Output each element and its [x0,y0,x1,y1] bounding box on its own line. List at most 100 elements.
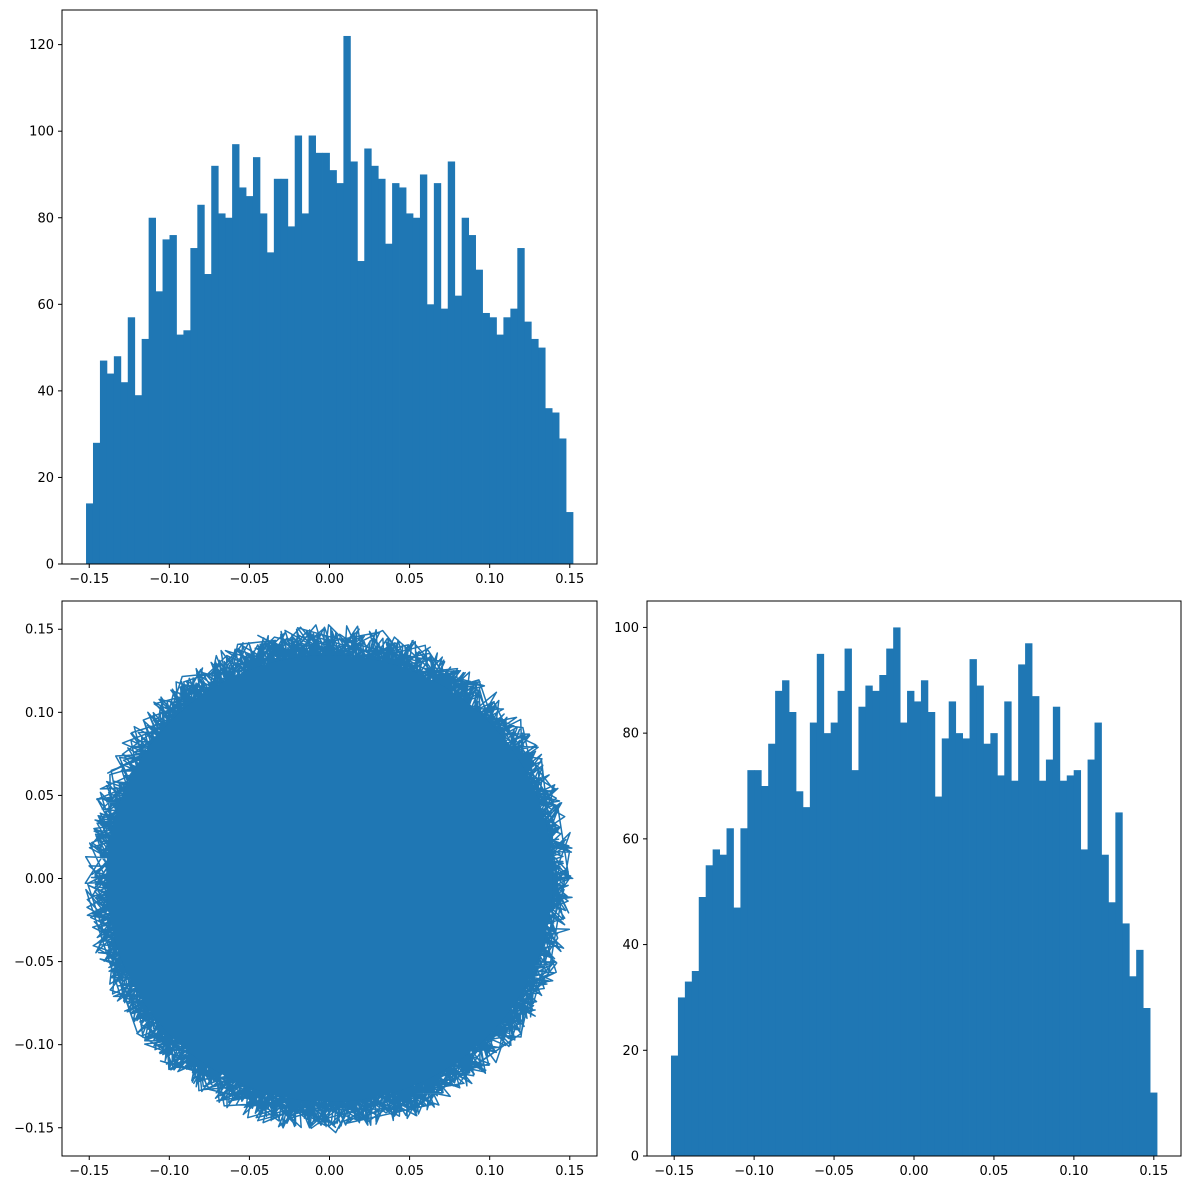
histogram-bar [218,213,226,564]
histogram-bar [211,165,219,564]
y-tick-label: 80 [37,211,54,226]
histogram-bar [419,174,428,564]
x-tick-label: 0.15 [555,1164,584,1179]
histogram-bar [113,356,122,564]
histogram-bar [385,243,393,564]
histogram-bar [1080,849,1088,1156]
histogram-bar [106,373,115,564]
histogram-bar [872,690,880,1156]
x-tick-label: 0.10 [1059,1164,1088,1179]
histogram-bar [733,907,741,1156]
top-histogram-axes: −0.15 −0.10 −0.05 0.00 0.05 0.10 0.15 0 20 40 60 80… [29,38,584,587]
histogram-bar [239,187,247,564]
histogram-bar [789,712,797,1156]
histogram-bar [148,217,156,564]
histogram-bar [886,648,894,1156]
histogram-bar [266,252,275,564]
histogram-bar [747,770,755,1156]
histogram-bar [851,770,859,1156]
histogram-bar [232,144,240,564]
histogram-bar [566,512,574,564]
histogram-bar [176,334,184,564]
histogram-bar [510,308,518,564]
histogram-bar [252,157,261,564]
histogram-bar [371,165,379,564]
top-histogram-panel: −0.15 −0.10 −0.05 0.00 0.05 0.10 0.15 0 20 40 60 80… [29,9,598,587]
trajectory-core [106,655,553,1102]
x-tick-label: −0.15 [654,1164,694,1179]
histogram-bar [677,997,686,1156]
histogram-bar [524,321,532,564]
histogram-bar [489,317,497,564]
y-tick-label: 0.15 [25,623,54,638]
y-tick-label: 100 [29,125,54,140]
histogram-bar [336,183,344,564]
histogram-bar [433,183,442,564]
x-tick-label: −0.10 [149,572,189,587]
histogram-bar [503,317,511,564]
histogram-bar [475,269,483,564]
x-tick-label: 0.10 [475,1164,504,1179]
x-tick-label: 0.15 [555,572,584,587]
histogram-bar [865,685,873,1156]
histogram-bar [698,897,707,1156]
top-histogram-bars [86,35,574,564]
y-tick-label: −0.05 [14,955,54,970]
trajectory-panel: −0.15 −0.10 −0.05 0.00 0.05 0.10 0.15 −0.15 −0.1… [14,600,598,1179]
histogram-bar [399,187,407,564]
x-tick-label: 0.00 [900,1164,929,1179]
histogram-bar [357,261,365,564]
x-tick-label: 0.00 [315,572,344,587]
histogram-bar [204,274,212,564]
histogram-bar [1052,706,1061,1156]
histogram-bar [552,412,560,564]
histogram-bar [392,183,400,564]
histogram-bar [183,330,191,564]
histogram-bar [1018,664,1026,1156]
histogram-bar [990,733,998,1156]
histogram-bar [308,135,316,564]
histogram-bar [162,239,170,564]
histogram-bar [1087,759,1095,1156]
x-tick-label: −0.05 [814,1164,854,1179]
histogram-bar [997,775,1005,1156]
x-tick-label: 0.15 [1139,1164,1168,1179]
histogram-bar [976,685,984,1156]
histogram-bar [378,178,386,564]
histogram-bar [273,178,282,564]
y-tick-label: 20 [622,1044,639,1059]
histogram-bar [983,743,991,1156]
histogram-bar [844,648,852,1156]
histogram-bar [1025,643,1033,1156]
histogram-bar [120,382,129,564]
histogram-bar [969,659,977,1156]
histogram-bar [169,235,177,564]
x-tick-label: −0.05 [229,572,269,587]
y-tick-label: 20 [37,471,54,486]
histogram-bar [1004,701,1012,1156]
histogram-bar [962,738,970,1156]
y-tick-label: 40 [37,384,54,399]
trajectory-lines [84,624,574,1134]
histogram-bar [1150,1092,1158,1156]
right-histogram-panel: −0.15 −0.10 −0.05 0.00 0.05 0.10 0.15 0 20 40 60 80… [614,600,1182,1179]
histogram-bar [782,680,790,1156]
x-tick-label: −0.10 [149,1164,189,1179]
x-tick-label: −0.05 [229,1164,269,1179]
histogram-bar [948,701,957,1156]
histogram-bar [726,828,734,1156]
histogram-bar [468,235,476,564]
histogram-bar [719,854,727,1156]
histogram-bar [879,675,887,1156]
histogram-bar [1122,923,1130,1156]
histogram-bar [761,786,769,1156]
right-histogram-bars [670,627,1158,1156]
histogram-bar [454,295,463,564]
histogram-bar [1115,812,1123,1156]
y-tick-label: −0.10 [14,1038,54,1053]
x-tick-label: −0.15 [69,572,109,587]
histogram-bar [1073,770,1082,1156]
histogram-bar [190,248,198,564]
histogram-bar [754,770,762,1156]
